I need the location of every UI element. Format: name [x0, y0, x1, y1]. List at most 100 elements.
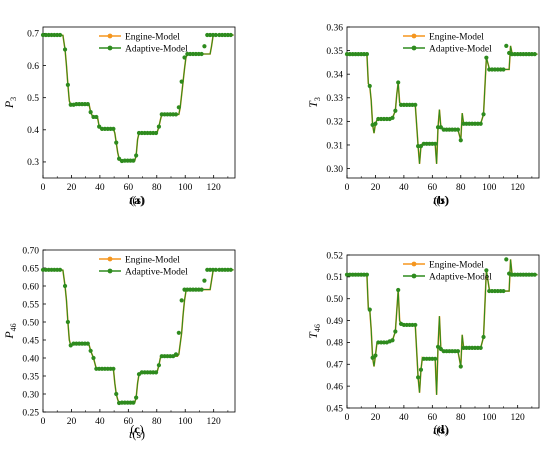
data-point: [88, 348, 93, 353]
data-point: [504, 43, 509, 48]
y-tick-label: 0.5: [27, 94, 39, 104]
y-tick-label: 0.51: [326, 273, 343, 283]
data-point: [433, 141, 438, 146]
data-point: [396, 80, 401, 85]
data-point: [228, 267, 233, 272]
x-tick-label: 100: [178, 183, 193, 193]
panel-a: 0 20 40 60 80 100 120 0.3 0.4 0.5 0.6 0.7 Engine-Mod…: [2, 26, 236, 207]
x-tick-label: 40: [95, 417, 105, 427]
panel-caption-letter: a: [134, 193, 140, 207]
y-tick-label: 0.70: [22, 246, 39, 256]
data-point: [438, 125, 443, 130]
data-point: [65, 82, 70, 87]
y-axis-variable: P: [2, 331, 16, 340]
panel-b: 0 20 40 60 80 100 120 0.30 0.31 0.32 0.33 0.34 0.35 0…: [306, 23, 540, 207]
y-tick-label: 0.48: [326, 339, 343, 349]
x-tick-label: 80: [456, 413, 466, 423]
data-point: [57, 32, 63, 38]
data-point: [91, 355, 96, 361]
data-point: [131, 158, 136, 163]
data-point: [228, 32, 233, 38]
y-axis-subscript: 46: [313, 324, 322, 332]
x-tick-label: 80: [456, 183, 466, 193]
plot-frame: [42, 26, 236, 179]
legend-label-orange: Engine-Model: [125, 255, 180, 265]
data-point: [153, 370, 159, 375]
legend-label-orange: Engine-Model: [125, 32, 180, 42]
legend-swatch-marker: [107, 268, 113, 274]
panel-c: 0 20 40 60 80 100 120 0.25 0.30 0.35 0.40 0.45 0.50 0…: [2, 246, 236, 441]
y-tick-label: 0.35: [326, 47, 343, 57]
data-point: [116, 156, 122, 161]
y-tick-label: 0.33: [326, 94, 343, 104]
data-point: [484, 268, 489, 273]
y-tick-label: 0.60: [22, 282, 39, 292]
data-point: [134, 395, 139, 400]
y-axis-subscript: 46: [9, 323, 18, 331]
data-point: [390, 115, 395, 120]
y-axis-subscript: 3: [9, 97, 18, 101]
x-tick-label: 0: [41, 183, 46, 193]
y-tick-label: 0.46: [326, 382, 343, 392]
y-axis-variable: P: [2, 100, 16, 109]
y-tick-label: 0.31: [326, 141, 343, 151]
y-tick-label: 0.4: [27, 126, 39, 136]
legend-swatch-marker: [411, 45, 417, 51]
data-point: [364, 272, 370, 277]
y-axis-variable: T: [306, 100, 320, 108]
x-tick-label: 40: [95, 183, 105, 193]
data-point: [94, 114, 99, 120]
y-tick-label: 0.3: [27, 158, 39, 168]
data-point: [114, 140, 119, 145]
x-tick-label: 20: [67, 417, 77, 427]
panel-caption-letter: d: [438, 422, 445, 436]
data-point: [367, 307, 372, 312]
data-point: [501, 67, 506, 72]
data-point: [131, 400, 136, 405]
data-point: [179, 298, 184, 303]
data-point: [156, 124, 162, 129]
x-tick-label: 20: [371, 183, 381, 193]
x-tick-label: 60: [428, 183, 438, 193]
data-point: [367, 83, 372, 89]
y-axis-subscript: 3: [313, 97, 322, 101]
data-point: [176, 330, 181, 335]
x-tick-label: 120: [207, 183, 222, 193]
data-point: [455, 349, 461, 354]
y-tick-label: 0.50: [326, 295, 343, 305]
legend-swatch-marker: [411, 273, 417, 279]
data-point: [455, 127, 461, 132]
x-tick-label: 20: [371, 413, 381, 423]
data-point: [213, 32, 218, 38]
y-tick-label: 0.47: [326, 361, 343, 371]
x-axis-unit: (s): [132, 193, 145, 207]
data-point: [418, 367, 424, 372]
data-point: [62, 283, 68, 289]
data-point: [182, 55, 187, 60]
data-point: [532, 272, 537, 277]
data-point: [65, 319, 70, 325]
y-tick-label: 0.45: [22, 336, 39, 346]
y-tick-label: 0.6: [27, 62, 39, 72]
y-tick-label: 0.36: [326, 23, 343, 33]
x-tick-label: 80: [152, 183, 162, 193]
x-axis-label: t(s): [129, 427, 145, 441]
panel-caption-letter: c: [134, 422, 140, 436]
data-point: [176, 105, 181, 110]
x-tick-label: 60: [428, 413, 438, 423]
y-tick-label: 0.30: [22, 390, 39, 400]
data-point: [413, 322, 418, 328]
data-point: [438, 346, 443, 352]
data-point: [458, 138, 463, 143]
data-point: [413, 102, 418, 107]
x-axis-variable: t: [129, 427, 133, 441]
legend-swatch-marker: [411, 33, 417, 39]
y-tick-label: 0.35: [22, 372, 39, 382]
data-point: [416, 375, 421, 380]
y-tick-label: 0.40: [22, 354, 39, 364]
legend-swatch-marker: [107, 45, 113, 51]
y-tick-label: 0.30: [326, 165, 343, 175]
data-point: [199, 51, 204, 57]
x-axis-unit: (s): [436, 423, 449, 437]
x-tick-label: 80: [152, 417, 162, 427]
